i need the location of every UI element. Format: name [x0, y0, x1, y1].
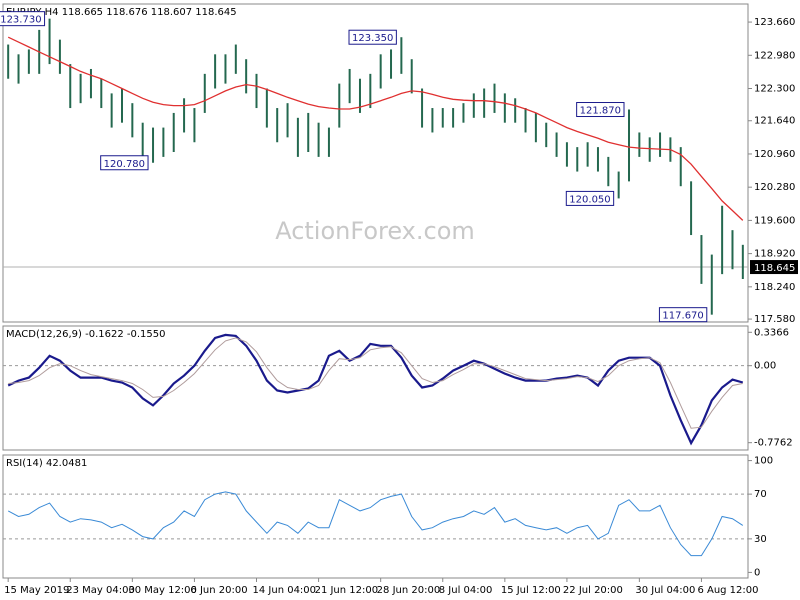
x-tick-label: 14 Jun 04:00: [253, 585, 317, 596]
x-tick-label: 23 May 04:00: [66, 585, 135, 596]
pane-title: MACD(12,26,9) -0.1622 -0.1550: [6, 329, 166, 340]
annotation-box: [100, 155, 149, 171]
last-price-box: [750, 260, 798, 275]
y-tick-label: 70: [754, 489, 767, 500]
watermark: ActionForex.com: [275, 217, 475, 245]
y-tick-label: 120.280: [754, 182, 795, 193]
annotation-label: 121.870: [580, 106, 621, 117]
y-tick-label: 0.3366: [754, 327, 789, 338]
last-price-label: 118.645: [754, 263, 795, 274]
y-tick-label: 0: [754, 567, 760, 578]
moving-average: [7, 36, 744, 221]
annotation-label: 120.780: [104, 159, 145, 170]
pane-title: EURJPY,H4 118.665 118.676 118.607 118.64…: [6, 7, 237, 18]
y-tick-label: 123.660: [754, 17, 795, 28]
y-tick-label: 100: [754, 456, 773, 467]
x-tick-label: 30 May 12:00: [128, 585, 197, 596]
annotation-box: [565, 190, 615, 206]
annotation-box: [658, 307, 708, 323]
y-tick-label: 117.580: [754, 314, 795, 325]
annotation-label: 120.050: [569, 194, 610, 205]
y-tick-label: 118.920: [754, 249, 795, 260]
pane-title: RSI(14) 42.0481: [6, 458, 87, 469]
x-tick-label: 15 May 2019: [4, 585, 69, 596]
y-tick-label: 118.240: [754, 282, 795, 293]
x-tick-label: 28 Jun 20:00: [377, 585, 441, 596]
annotation-box: [576, 102, 625, 118]
annotation-box: [0, 11, 46, 27]
y-tick-label: 119.600: [754, 215, 795, 226]
macd-pane: [2, 325, 749, 451]
annotation-label: 123.350: [352, 33, 393, 44]
rsi-pane: [2, 454, 749, 579]
series-line: [7, 491, 744, 557]
x-tick-label: 30 Jul 04:00: [635, 585, 695, 596]
y-tick-label: -0.7762: [754, 438, 793, 449]
series-line: [7, 333, 744, 446]
annotation-label: 117.670: [662, 311, 703, 322]
annotation-label: 123.730: [0, 15, 41, 26]
x-tick-label: 8 Jul 04:00: [439, 585, 493, 596]
x-tick-label: 15 Jul 12:00: [501, 585, 561, 596]
y-tick-label: 0.00: [754, 361, 776, 372]
x-tick-label: 21 Jun 12:00: [315, 585, 379, 596]
y-tick-label: 122.980: [754, 50, 795, 61]
y-tick-label: 30: [754, 534, 767, 545]
y-tick-label: 120.960: [754, 149, 795, 160]
y-tick-label: 121.640: [754, 116, 795, 127]
annotation-box: [348, 29, 397, 45]
y-tick-label: 122.300: [754, 84, 795, 95]
x-tick-label: 22 Jul 20:00: [563, 585, 623, 596]
series-line: [8, 337, 743, 429]
x-tick-label: 6 Jun 20:00: [190, 585, 247, 596]
x-tick-label: 6 Aug 12:00: [697, 585, 758, 596]
